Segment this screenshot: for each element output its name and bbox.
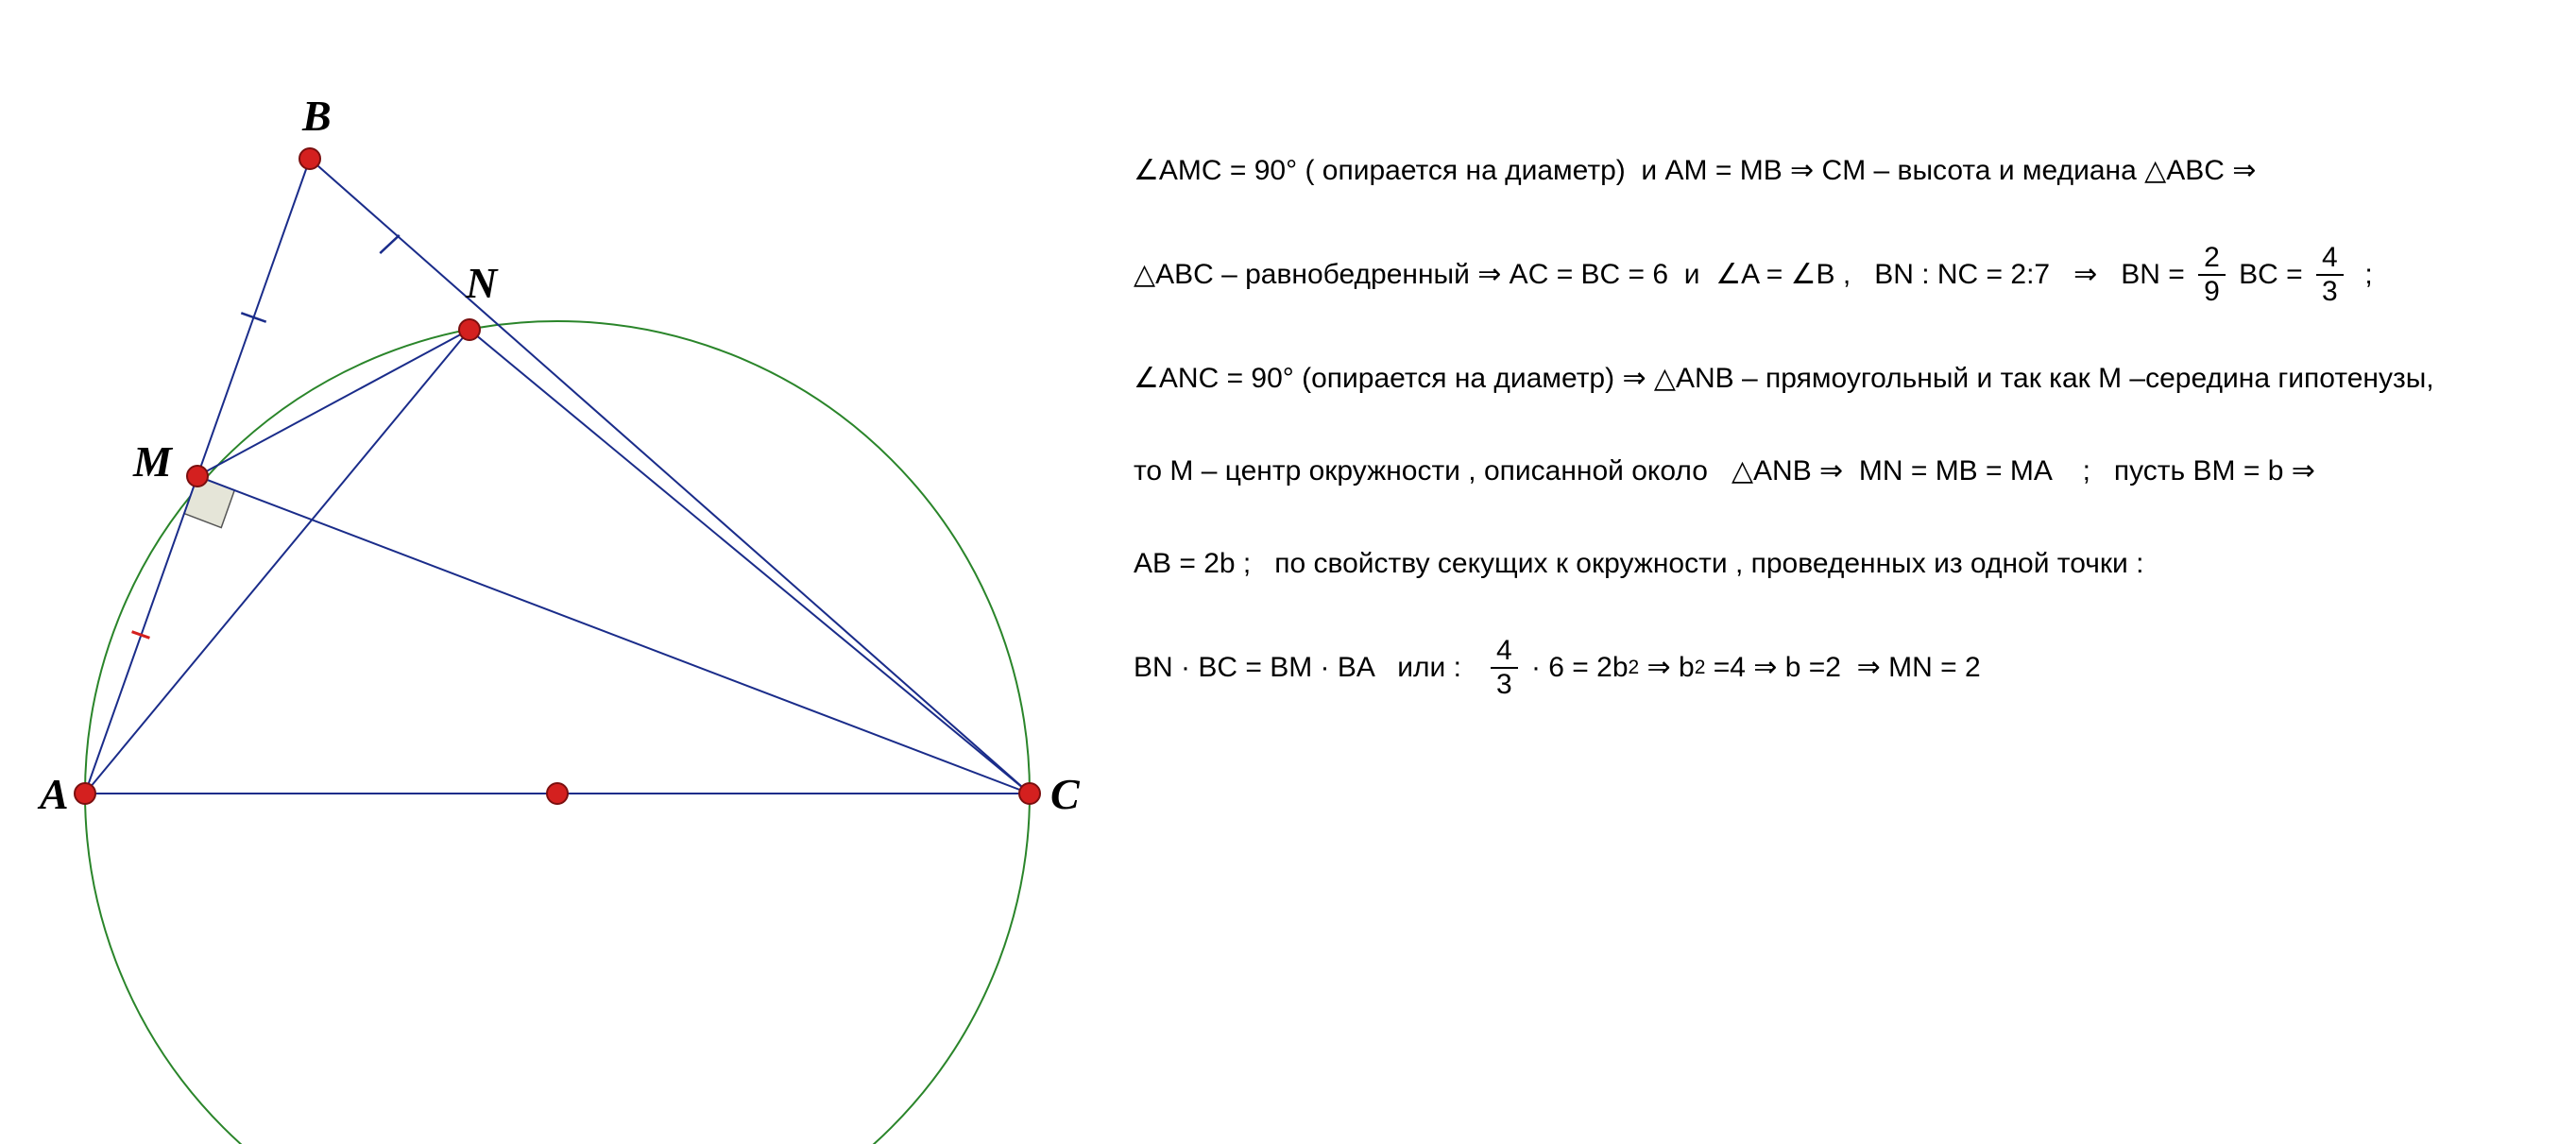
triangle-symbol: △ANB	[1732, 452, 1812, 491]
fraction: 43	[1491, 637, 1518, 699]
page-container: A B C M N ∠AMC = 90° ( опирается на диаметр)…	[0, 0, 2576, 1144]
text-span: ∠ANC = 90° (опирается на диаметр) ⇒	[1134, 359, 1654, 399]
svg-text:A: A	[37, 770, 69, 818]
fraction-denominator: 9	[2198, 276, 2226, 306]
text-span: ;	[2349, 255, 2373, 295]
diagram-area: A B C M N	[0, 0, 1115, 1144]
solution-line: BN · BC = BM · BA или : 43 · 6 = 2b2 ⇒ b…	[1134, 637, 2538, 699]
fraction-numerator: 4	[2316, 244, 2344, 276]
superscript: 2	[1629, 654, 1640, 681]
superscript: 2	[1695, 654, 1706, 681]
solution-line: то M – центр окружности , описанной окол…	[1134, 452, 2538, 491]
fraction-denominator: 3	[1491, 669, 1518, 699]
fraction: 29	[2198, 244, 2226, 306]
fraction-numerator: 4	[1491, 637, 1518, 669]
triangle-symbol: △ABC	[2144, 151, 2225, 191]
svg-text:C: C	[1050, 770, 1081, 818]
solution-line: △ABC – равнобедренный ⇒ AC = BC = 6 и ∠A…	[1134, 244, 2538, 306]
text-span: – равнобедренный ⇒ AC = BC = 6 и ∠A = ∠B…	[1214, 255, 2192, 295]
svg-text:M: M	[132, 437, 174, 486]
text-span: · 6 = 2b	[1524, 648, 1629, 688]
text-span: ∠AMC = 90° ( опирается на диаметр) и AM …	[1134, 151, 2144, 191]
svg-text:B: B	[301, 92, 332, 140]
solution-line: ∠AMC = 90° ( опирается на диаметр) и AM …	[1134, 151, 2538, 191]
triangle-symbol: △ABC	[1134, 255, 1214, 295]
solution-text: ∠AMC = 90° ( опирается на диаметр) и AM …	[1115, 0, 2576, 1144]
fraction: 43	[2316, 244, 2344, 306]
triangle-symbol: △ANB	[1654, 359, 1734, 399]
text-span: то M – центр окружности , описанной окол…	[1134, 452, 1732, 491]
text-span: ⇒ MN = MB = MA ; пусть BM = b ⇒	[1812, 452, 2315, 491]
text-span: ⇒ b	[1639, 648, 1695, 688]
text-span: BC =	[2231, 255, 2311, 295]
fraction-numerator: 2	[2198, 244, 2226, 276]
text-span: – прямоугольный и так как M –середина ги…	[1734, 359, 2434, 399]
text-span: ⇒	[2225, 151, 2256, 191]
text-span: BN · BC = BM · BA или :	[1134, 648, 1485, 688]
text-span: AB = 2b ; по свойству секущих к окружнос…	[1134, 544, 2143, 584]
svg-text:N: N	[465, 259, 499, 307]
solution-line: AB = 2b ; по свойству секущих к окружнос…	[1134, 544, 2538, 584]
solution-line: ∠ANC = 90° (опирается на диаметр) ⇒ △ANB…	[1134, 359, 2538, 399]
text-span: =4 ⇒ b =2 ⇒ MN = 2	[1705, 648, 1980, 688]
fraction-denominator: 3	[2316, 276, 2344, 306]
geometry-diagram: A B C M N	[0, 0, 1115, 1144]
